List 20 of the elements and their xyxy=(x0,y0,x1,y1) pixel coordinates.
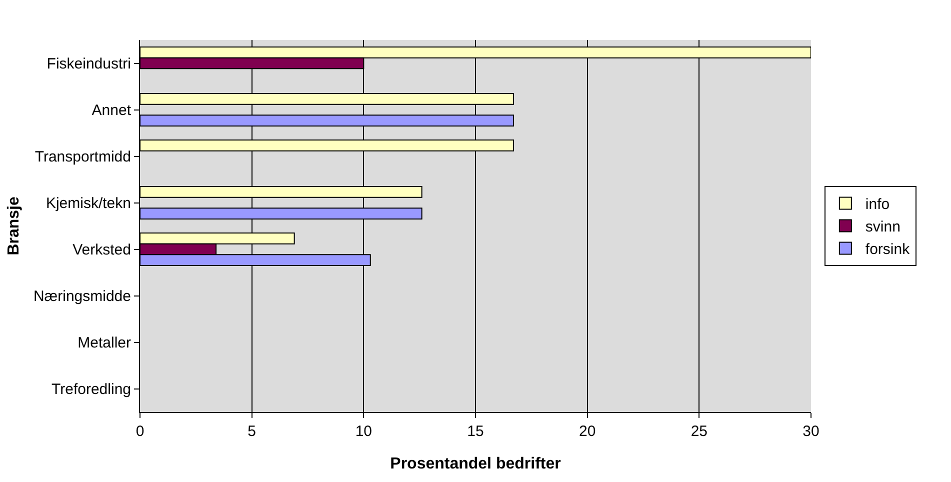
x-tick-label: 20 xyxy=(578,423,596,440)
x-tick-label: 30 xyxy=(802,423,820,440)
x-tick-label: 10 xyxy=(355,423,372,440)
legend-label: forsink xyxy=(865,241,910,258)
y-tick-label: Fiskeindustri xyxy=(46,56,131,72)
x-tick-label: 25 xyxy=(690,423,708,440)
y-tick-label: Treforedling xyxy=(52,381,131,398)
y-tick-label: Transportmidd xyxy=(34,148,131,166)
x-axis-title: Prosentandel bedrifter xyxy=(390,456,561,473)
x-tick-label: 15 xyxy=(467,423,484,440)
y-axis-title: Bransje xyxy=(5,196,22,256)
y-tick-label: Kjemisk/tekn xyxy=(46,195,131,212)
x-tick-label: 5 xyxy=(248,423,256,440)
y-tick-label: Annet xyxy=(92,102,132,119)
y-tick-label: Metaller xyxy=(78,334,131,352)
y-tick-label: Verksted xyxy=(72,242,131,258)
legend-label: info xyxy=(865,196,890,214)
y-tick-label: Næringsmidde xyxy=(33,288,131,305)
legend-label: svinn xyxy=(865,218,900,236)
x-tick-label: 0 xyxy=(136,423,144,440)
